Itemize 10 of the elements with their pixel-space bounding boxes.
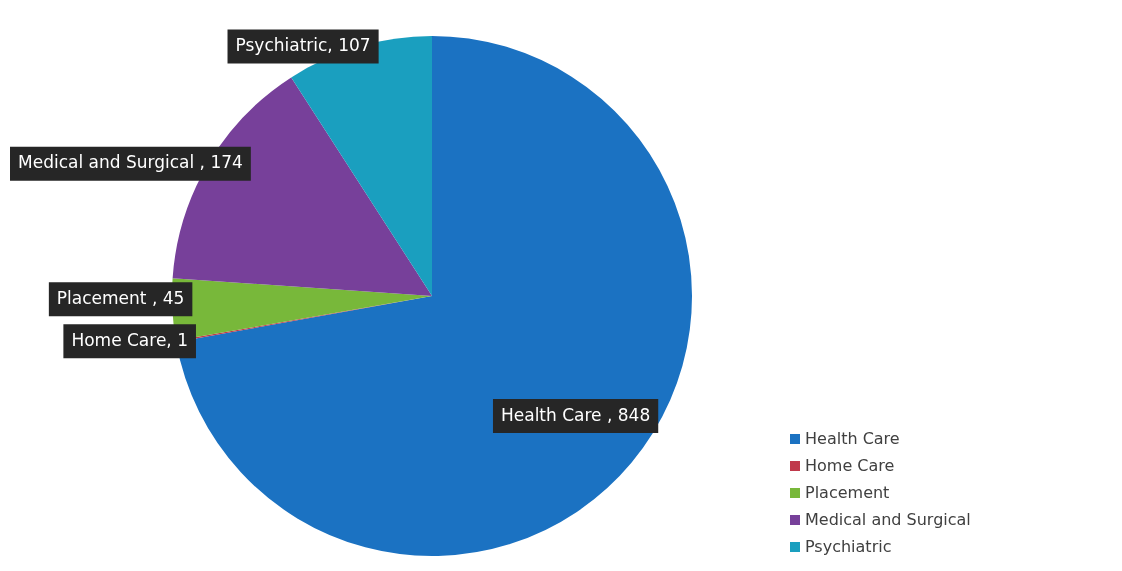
legend-label: Health Care: [804, 428, 901, 450]
data-label: Medical and Surgical , 174: [18, 152, 243, 173]
legend-label: Home Care: [804, 455, 896, 477]
legend-label: Psychiatric: [804, 536, 893, 558]
data-label: Placement , 45: [56, 287, 185, 308]
legend-label: Medical and Surgical: [804, 509, 971, 531]
legend-label: Placement: [804, 482, 891, 504]
data-label: Psychiatric, 107: [235, 34, 371, 55]
data-label: Home Care, 1: [71, 329, 188, 350]
data-label: Health Care , 848: [500, 404, 651, 425]
